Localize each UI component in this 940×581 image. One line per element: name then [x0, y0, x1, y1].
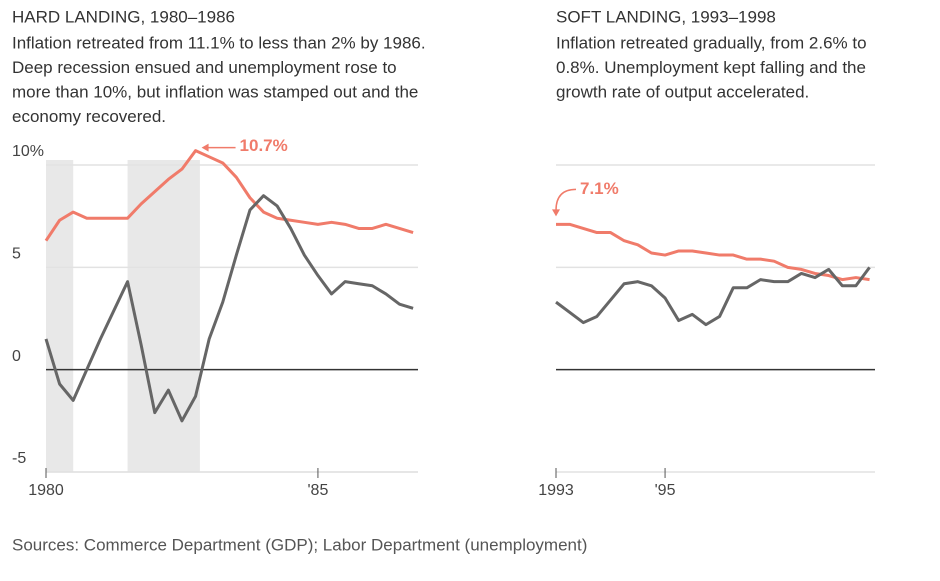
annotation-arrowhead [552, 209, 560, 217]
subtitle: Inflation retreated from 11.1% to less t… [12, 33, 426, 52]
annotation: 7.1% [580, 179, 619, 198]
y-tick-label: 10% [12, 143, 44, 160]
recession-band [46, 160, 74, 472]
subtitle: Deep recession ensued and unemployment r… [12, 58, 397, 77]
x-tick-label: 1980 [28, 482, 64, 499]
x-tick-label: 1993 [538, 482, 574, 499]
subtitle: Inflation retreated gradually, from 2.6%… [556, 33, 867, 52]
series-line [44, 149, 414, 242]
x-tick-label: '95 [655, 482, 676, 499]
subtitle: more than 10%, but inflation was stamped… [12, 82, 418, 101]
series-line [44, 194, 414, 423]
annotation-arrowhead [201, 143, 209, 152]
source: Sources: Commerce Department (GDP); Labo… [12, 535, 587, 554]
x-tick-label: '85 [308, 482, 329, 499]
subtitle: economy recovered. [12, 107, 166, 126]
subtitle: 0.8%. Unemployment kept falling and the [556, 58, 866, 77]
recession-band [127, 160, 200, 472]
subtitle: growth rate of output accelerated. [556, 82, 809, 101]
series-line [555, 266, 871, 327]
annotation: 10.7% [240, 136, 288, 155]
series-line [556, 222, 870, 282]
chart-title: SOFT LANDING, 1993–1998 [556, 7, 776, 26]
y-tick-label: 5 [12, 246, 21, 263]
annotation-arrow [555, 188, 577, 211]
chart-title: HARD LANDING, 1980–1986 [12, 7, 235, 26]
y-tick-label: 0 [12, 348, 21, 365]
y-tick-label: -5 [12, 450, 26, 467]
